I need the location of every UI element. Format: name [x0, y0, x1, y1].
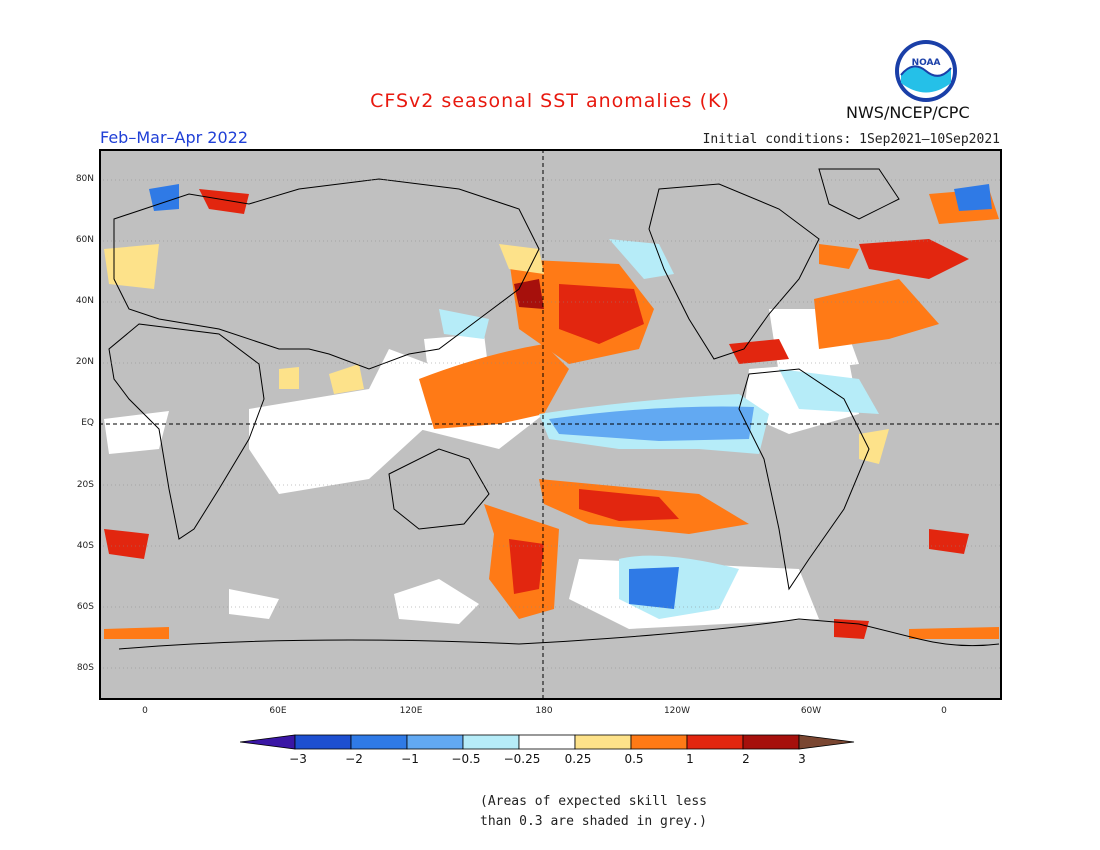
map-title: CFSv2 seasonal SST anomalies (K) [370, 90, 730, 112]
sst-anomaly-map [99, 149, 1002, 700]
skill-note-line: than 0.3 are shaded in grey.) [480, 814, 707, 829]
lon-label: 120E [399, 706, 423, 716]
colorbar-segment [406, 734, 464, 750]
colorbar-arrow-low [240, 734, 296, 750]
lon-label: 0 [142, 706, 148, 716]
skill-note-line: (Areas of expected skill less [480, 794, 707, 809]
colorbar-label: −1 [401, 752, 419, 766]
lon-label: 120W [663, 706, 691, 716]
lat-label: 40S [76, 541, 94, 551]
colorbar-arrow-high [798, 734, 855, 750]
skill-note: (Areas of expected skill less than 0.3 a… [480, 792, 707, 832]
lat-label: 20N [75, 357, 94, 367]
lat-label: 80N [75, 174, 94, 184]
colorbar-segment [294, 734, 352, 750]
lon-label: 0 [941, 706, 947, 716]
lon-label: 60E [269, 706, 287, 716]
lat-label: 60N [75, 235, 94, 245]
lon-label: 180 [535, 706, 553, 716]
lat-label: 80S [76, 663, 94, 673]
colorbar-segment [350, 734, 408, 750]
colorbar-label: −0.25 [503, 752, 541, 766]
lon-label: 60W [800, 706, 822, 716]
colorbar-segment [518, 734, 576, 750]
colorbar-segment [686, 734, 744, 750]
colorbar [240, 734, 855, 750]
coastlines [108, 168, 1000, 650]
colorbar-label: 3 [798, 752, 806, 766]
colorbar-label: −3 [289, 752, 307, 766]
colorbar-label: 2 [742, 752, 750, 766]
lat-label: 40N [75, 296, 94, 306]
colorbar-segment [630, 734, 688, 750]
colorbar-segment [574, 734, 632, 750]
colorbar-label: −2 [345, 752, 363, 766]
colorbar-label: 1 [686, 752, 694, 766]
colorbar-label: 0.5 [624, 752, 644, 766]
warm-anomaly-regions [104, 189, 999, 639]
colorbar-label: −0.5 [451, 752, 481, 766]
colorbar-segment [462, 734, 520, 750]
forecast-period: Feb–Mar–Apr 2022 [100, 128, 248, 147]
colorbar-segment [742, 734, 800, 750]
lat-label: 60S [76, 602, 94, 612]
lat-label: 20S [76, 480, 94, 490]
lat-label: EQ [81, 418, 94, 428]
agency-label: NWS/NCEP/CPC [846, 103, 970, 122]
svg-text:NOAA: NOAA [912, 58, 941, 68]
initial-conditions: Initial conditions: 1Sep2021–10Sep2021 [702, 132, 1000, 147]
lat-gridlines [99, 179, 1002, 669]
noaa-logo: NOAA [895, 40, 957, 102]
colorbar-label: 0.25 [564, 752, 592, 766]
